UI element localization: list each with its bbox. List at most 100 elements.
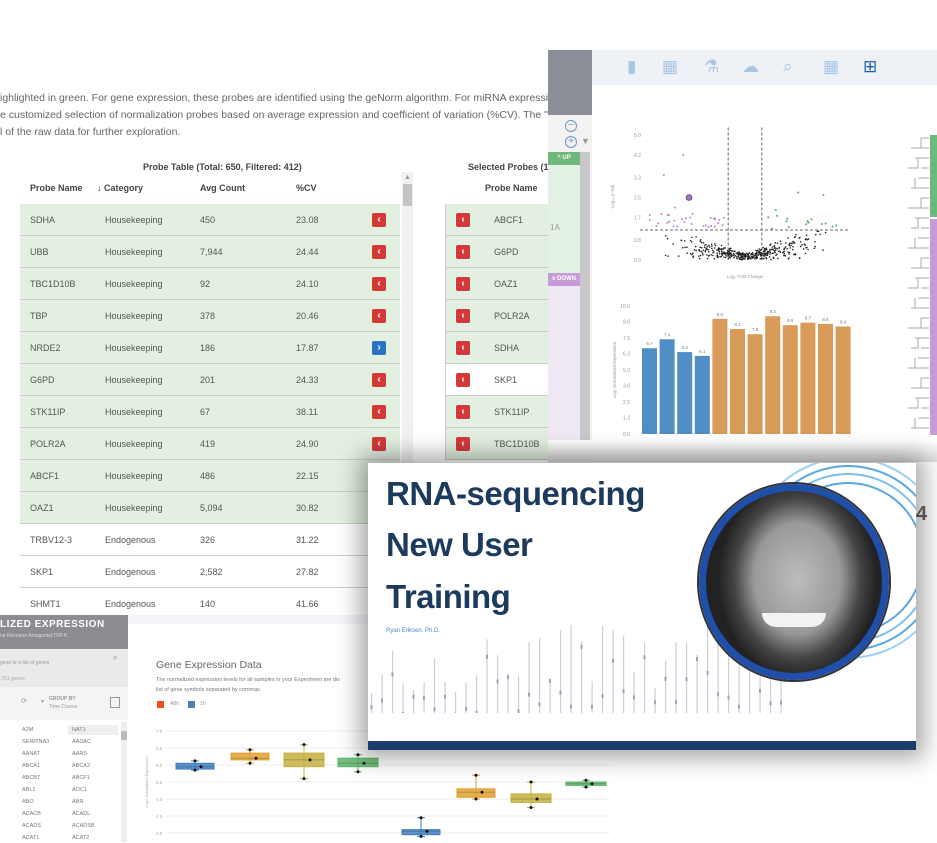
- flask-icon[interactable]: ⚗: [704, 57, 719, 77]
- gene-item[interactable]: ABR: [68, 797, 118, 807]
- legend-label-48h[interactable]: 48h: [170, 701, 179, 707]
- selected-probe-row[interactable]: ‹ SDHA: [446, 332, 548, 364]
- sidebar-scrollbar[interactable]: [580, 152, 590, 445]
- selected-probe-name: SKP1: [494, 375, 517, 385]
- gene-item[interactable]: ACADL: [68, 809, 118, 819]
- table-row[interactable]: OAZ1 Housekeeping 5,094 30.82‹: [20, 492, 400, 524]
- gene-list-scrollbar[interactable]: [121, 722, 127, 842]
- volcano-point: [765, 256, 767, 258]
- selected-probe-row[interactable]: ‹ TBC1D10B: [446, 428, 548, 460]
- table-row[interactable]: SDHA Housekeeping 450 23.08‹: [20, 204, 400, 236]
- scrollbar-thumb[interactable]: [121, 731, 127, 740]
- selected-probe-row[interactable]: ‹ ABCF1: [446, 204, 548, 236]
- column-category[interactable]: ↓ Category: [97, 183, 143, 193]
- gene-item[interactable]: NAT1: [68, 725, 118, 735]
- gene-search[interactable]: gene or a list of genes ⌕ ,791 genes: [0, 650, 128, 687]
- remove-probe-button[interactable]: ‹: [372, 405, 386, 419]
- column-cv[interactable]: %CV: [296, 183, 317, 193]
- table-row[interactable]: POLR2A Housekeeping 419 24.90‹: [20, 428, 400, 460]
- zoom-in-icon[interactable]: +: [565, 136, 577, 148]
- table-row[interactable]: TBC1D10B Housekeeping 92 24.10‹: [20, 268, 400, 300]
- column-selected-probe-name[interactable]: Probe Name: [485, 183, 538, 193]
- column-probe-name[interactable]: Probe Name: [30, 183, 83, 193]
- selected-probe-row[interactable]: ‹ POLR2A: [446, 300, 548, 332]
- document-icon[interactable]: ▮: [627, 57, 636, 77]
- gene-item[interactable]: AANAT: [22, 751, 40, 757]
- remove-selected-probe-button[interactable]: ‹: [456, 277, 470, 291]
- table-row[interactable]: SKP1 Endogenous 2,582 27.82: [20, 556, 400, 588]
- remove-probe-button[interactable]: ‹: [372, 437, 386, 451]
- table-row[interactable]: NRDE2 Housekeeping 186 17.87›: [20, 332, 400, 364]
- gene-item[interactable]: ABCA1: [22, 763, 40, 769]
- table-row[interactable]: UBB Housekeeping 7,944 24.44‹: [20, 236, 400, 268]
- volcano-point: [799, 257, 801, 259]
- table-export-icon[interactable]: ▦: [823, 57, 839, 77]
- search-icon[interactable]: ⌕: [113, 653, 117, 663]
- selected-probe-row[interactable]: ‹ SKP1: [446, 364, 548, 396]
- table-row[interactable]: TBP Housekeeping 378 20.46‹: [20, 300, 400, 332]
- gene-item[interactable]: SERPINA3: [22, 739, 49, 745]
- remove-probe-button[interactable]: ‹: [372, 213, 386, 227]
- scroll-up-icon[interactable]: ▲: [404, 174, 411, 181]
- group-by-select[interactable]: Time Course: [49, 704, 77, 710]
- heatmap-grid-icon[interactable]: ⊞: [863, 57, 877, 77]
- toolbar: ▮ ▦ ⚗ ☁ ⌕ ▦ ⊞: [592, 50, 937, 85]
- legend-swatch-1h[interactable]: [188, 701, 195, 708]
- remove-selected-probe-button[interactable]: ‹: [456, 245, 470, 259]
- y-tick-label: 7.5: [623, 336, 630, 342]
- legend-swatch-48h[interactable]: [157, 701, 164, 708]
- selected-probe-row[interactable]: ‹ OAZ1: [446, 268, 548, 300]
- box: [231, 753, 269, 760]
- table-row[interactable]: STK11IP Housekeeping 67 38.11‹: [20, 396, 400, 428]
- dropdown-icon[interactable]: ▼: [40, 699, 45, 705]
- columns-icon[interactable]: [110, 697, 120, 708]
- gene-item[interactable]: ABL1: [22, 787, 35, 793]
- chart-zoom-icon[interactable]: ⌕: [783, 57, 793, 77]
- table-row[interactable]: G6PD Housekeeping 201 24.33‹: [20, 364, 400, 396]
- column-avg-count[interactable]: Avg Count: [200, 183, 245, 193]
- box-point: [309, 758, 312, 761]
- refresh-icon[interactable]: ⟳: [21, 697, 27, 705]
- scrollbar-thumb[interactable]: [403, 184, 412, 206]
- add-probe-button[interactable]: ›: [372, 341, 386, 355]
- gene-item[interactable]: ABO: [22, 799, 34, 805]
- cloud-download-icon[interactable]: ☁: [742, 57, 759, 77]
- gene-item[interactable]: ACADS: [22, 823, 41, 829]
- sidebar-header: [548, 50, 592, 115]
- table-link-icon[interactable]: ▦: [662, 57, 678, 77]
- remove-selected-probe-button[interactable]: ‹: [456, 341, 470, 355]
- table-row[interactable]: ABCF1 Housekeeping 486 22.15‹: [20, 460, 400, 492]
- gene-item[interactable]: AADAC: [68, 737, 118, 747]
- remove-probe-button[interactable]: ‹: [372, 245, 386, 259]
- filter-icon[interactable]: ▼: [581, 136, 590, 146]
- zoom-out-icon[interactable]: −: [565, 120, 577, 132]
- gene-item[interactable]: AARS: [68, 749, 118, 759]
- probe-category: Endogenous: [105, 599, 156, 609]
- training-video-thumbnail[interactable]: RNA-sequencing New User Training Ryan Er…: [368, 463, 916, 750]
- gene-item[interactable]: ABCA2: [68, 761, 118, 771]
- gene-item[interactable]: ACADSB: [68, 821, 118, 831]
- gene-search-input[interactable]: gene or a list of genes: [0, 660, 49, 666]
- remove-probe-button[interactable]: ‹: [372, 277, 386, 291]
- gene-item[interactable]: ACAT1: [22, 835, 39, 841]
- selected-probe-row[interactable]: ‹ G6PD: [446, 236, 548, 268]
- remove-selected-probe-button[interactable]: ‹: [456, 373, 470, 387]
- volcano-point: [738, 257, 740, 259]
- remove-selected-probe-button[interactable]: ‹: [456, 405, 470, 419]
- description-text: ighlighted in green. For gene expression…: [0, 90, 591, 141]
- selected-probe-row[interactable]: ‹ STK11IP: [446, 396, 548, 428]
- remove-probe-button[interactable]: ‹: [372, 373, 386, 387]
- volcano-point: [723, 253, 725, 255]
- gene-item[interactable]: AOC1: [68, 785, 118, 795]
- legend-label-1h[interactable]: 1h: [200, 701, 206, 707]
- gene-item[interactable]: ABCF1: [68, 773, 118, 783]
- remove-selected-probe-button[interactable]: ‹: [456, 213, 470, 227]
- remove-selected-probe-button[interactable]: ‹: [456, 309, 470, 323]
- remove-selected-probe-button[interactable]: ‹: [456, 437, 470, 451]
- gene-item[interactable]: A2M: [22, 727, 33, 733]
- gene-item[interactable]: ACACB: [22, 811, 41, 817]
- volcano-point: [733, 253, 735, 255]
- remove-probe-button[interactable]: ‹: [372, 309, 386, 323]
- gene-item[interactable]: ABCB7: [22, 775, 40, 781]
- table-row[interactable]: TRBV12-3 Endogenous 326 31.22: [20, 524, 400, 556]
